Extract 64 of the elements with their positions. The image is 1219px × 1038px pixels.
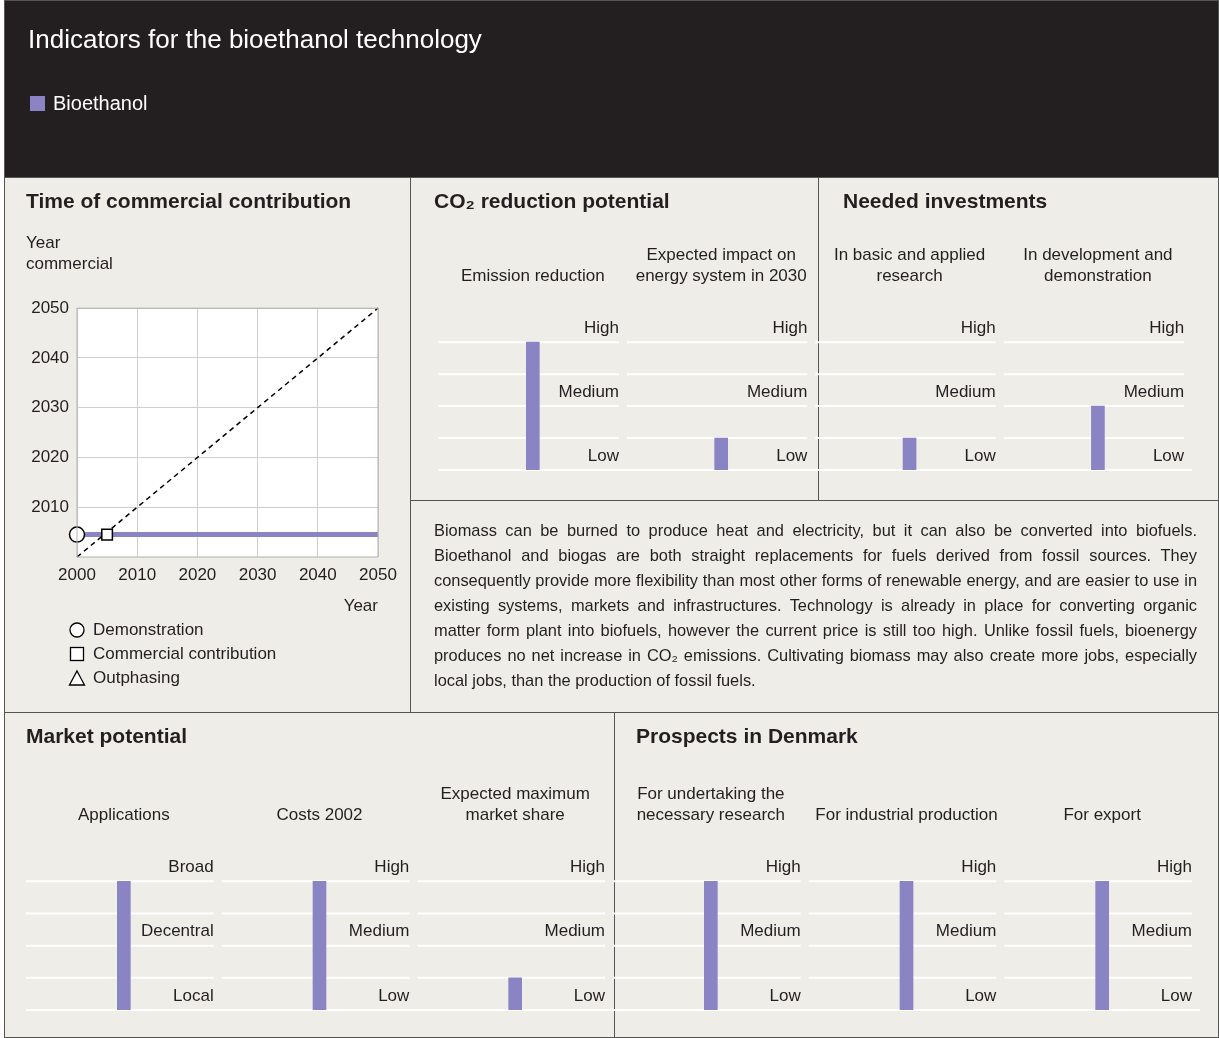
annotation: Local	[173, 985, 214, 1005]
x-tick-label: 2040	[298, 564, 337, 584]
text: High	[772, 317, 808, 337]
chart-title: Time of commercial contribution	[26, 189, 352, 213]
annotation: Medium	[1131, 921, 1192, 941]
chart-title: Market potential	[26, 724, 188, 748]
text: High	[765, 856, 801, 876]
annotation: Low	[1152, 445, 1185, 465]
y-axis-title: Year commercial	[26, 232, 114, 274]
annotation: Low	[769, 985, 802, 1005]
y-tick-label: 2010	[31, 496, 69, 516]
y-tick-label: 2030	[31, 397, 69, 417]
annotation: Medium	[558, 381, 619, 401]
text: High	[961, 856, 997, 876]
text: High	[374, 856, 410, 876]
text: High	[570, 856, 605, 876]
annotation: Low	[964, 445, 997, 465]
x-axis-title: Year	[342, 595, 378, 616]
x-tick-label: In basic and applied research	[833, 244, 986, 286]
annotation: Medium	[740, 921, 801, 941]
text: High	[1157, 856, 1192, 876]
annotation: Medium	[935, 921, 997, 941]
annotation: Medium	[746, 381, 808, 401]
x-tick-label: 2000	[58, 564, 96, 584]
legend-label: Bioethanol	[53, 92, 148, 115]
x-tick-label: 2030	[238, 564, 277, 584]
legend-label: Outphasing	[93, 667, 180, 689]
x-tick-label: For export	[1063, 805, 1142, 825]
annotation: Low	[1160, 985, 1193, 1005]
x-tick-label: Expected maximum market share	[440, 783, 590, 825]
annotation: Low	[587, 445, 620, 465]
text: Indicators for the bioethanol technology	[28, 24, 482, 55]
y-tick-label: 2040	[31, 347, 69, 367]
text: High	[1149, 317, 1185, 337]
chart-title: CO₂ reduction potential	[434, 189, 670, 213]
chart-subtitle: Prospects in Denmark	[636, 724, 858, 748]
x-tick-label: 2010	[118, 564, 157, 584]
annotation: Medium	[935, 381, 996, 401]
y-tick-label: 2020	[31, 447, 69, 467]
legend-label: Demonstration	[93, 619, 204, 641]
text: Broad	[168, 856, 214, 876]
chart-subtitle: Needed investments	[843, 189, 1048, 213]
x-tick-label: In development and demonstration	[1023, 244, 1173, 286]
x-tick-label: For industrial production	[815, 805, 998, 825]
x-tick-label: Applications	[78, 805, 170, 825]
x-tick-label: 2020	[178, 564, 217, 584]
x-tick-label: Costs 2002	[276, 805, 363, 825]
x-tick-label: For undertaking the necessary research	[636, 783, 786, 825]
y-tick-label: 2050	[31, 297, 69, 317]
annotation: Medium	[544, 921, 605, 941]
annotation: Low	[776, 445, 809, 465]
annotation: Low	[378, 985, 411, 1005]
annotation: Medium	[348, 921, 410, 941]
annotation: Decentral	[140, 921, 214, 941]
annotation: Low	[573, 985, 606, 1005]
text: High	[584, 317, 619, 337]
legend-label: Commercial contribution	[93, 643, 277, 665]
text: High	[960, 317, 996, 337]
text: Biomass can be burned to produce heat and electricity, but it can also be converted into biofuels. Bioethanol and biogas are both straight replacements for fuels derived from fossil sources. They consequently provide more flexibility than most other forms of renewable energy, and are easier to use in existing systems, markets and infrastructures. Technology is already in place for converting organic matter form plant into biofuels, however the current price is still too high. Unlike fossil fuels, bioenergy produces no net increase in CO₂ emissions. Cultivating biomass may also create more jobs, especially local jobs, than the production of fossil fuels.	[434, 520, 1197, 691]
x-tick-label: Expected impact on energy system in 2030	[635, 244, 807, 286]
annotation: Low	[965, 985, 998, 1005]
annotation: Medium	[1123, 381, 1185, 401]
x-tick-label: Emission reduction	[461, 266, 605, 286]
x-tick-label: 2050	[359, 564, 397, 584]
